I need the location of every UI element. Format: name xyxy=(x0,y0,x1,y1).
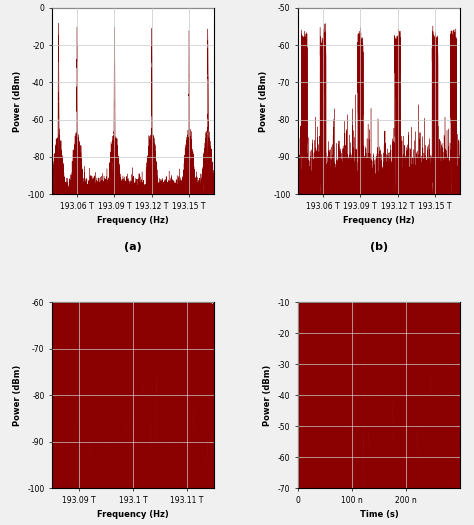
Y-axis label: Power (dBm): Power (dBm) xyxy=(13,364,22,426)
X-axis label: Time (s): Time (s) xyxy=(359,510,398,519)
X-axis label: Frequency (Hz): Frequency (Hz) xyxy=(97,216,169,225)
X-axis label: Frequency (Hz): Frequency (Hz) xyxy=(343,216,415,225)
Y-axis label: Power (dBm): Power (dBm) xyxy=(13,70,22,132)
Text: (b): (b) xyxy=(370,242,388,252)
Y-axis label: Power (dBm): Power (dBm) xyxy=(264,364,273,426)
X-axis label: Frequency (Hz): Frequency (Hz) xyxy=(97,510,169,519)
Y-axis label: Power (dBm): Power (dBm) xyxy=(259,70,268,132)
Text: (a): (a) xyxy=(124,242,142,252)
